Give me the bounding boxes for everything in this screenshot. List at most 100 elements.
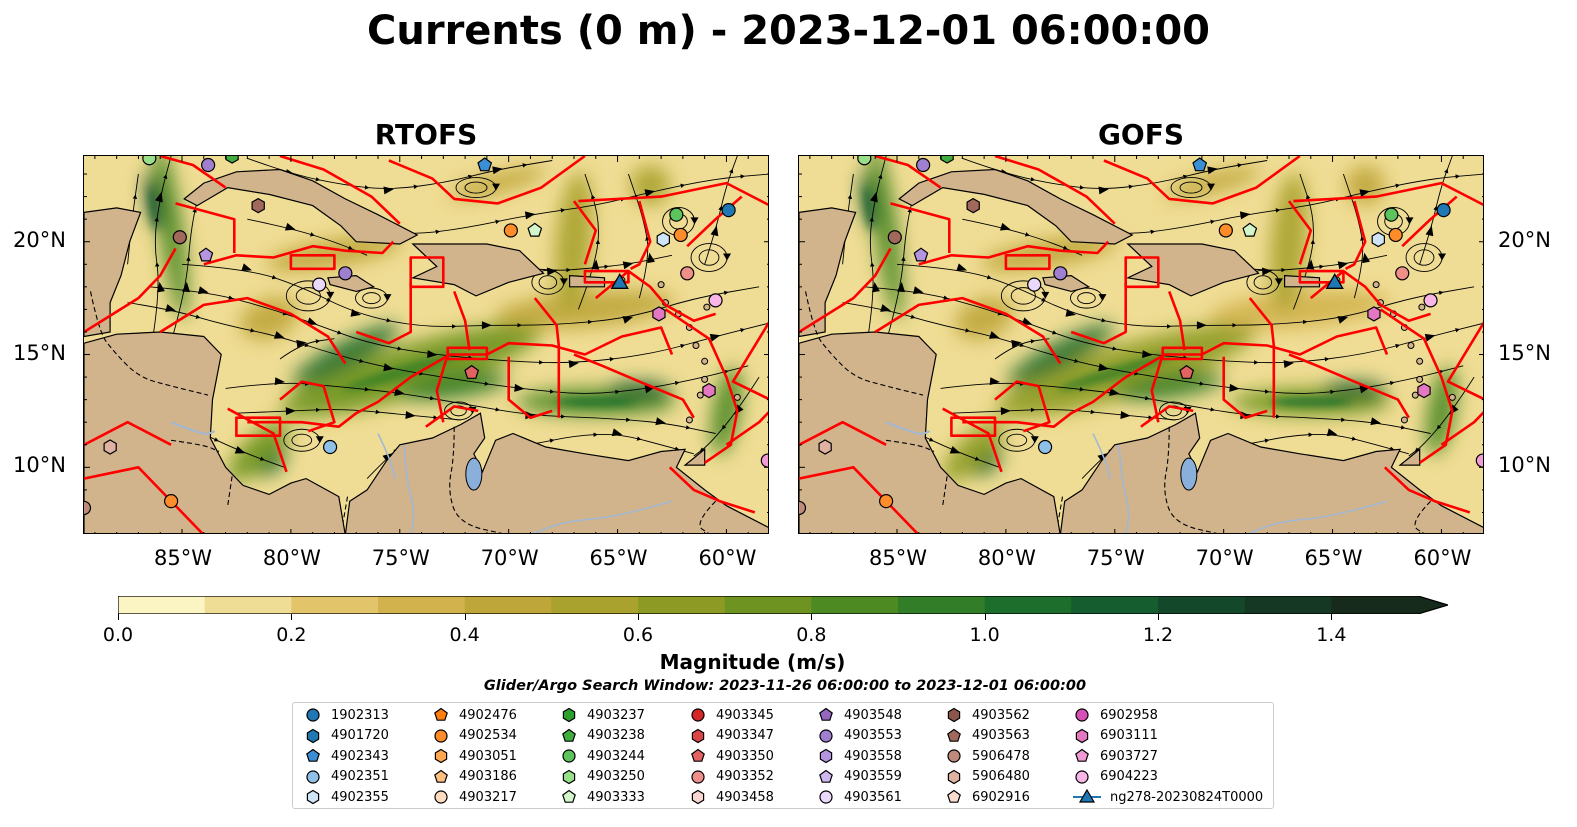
legend-label: 4903458 <box>716 789 774 805</box>
legend-marker <box>1075 769 1089 784</box>
border <box>449 426 503 533</box>
legend-symbol <box>947 707 961 723</box>
eez-boundary <box>1309 269 1431 322</box>
legend-label: 4903186 <box>459 769 517 784</box>
river <box>1118 444 1130 533</box>
legend-marker <box>306 708 320 722</box>
colorbar-tick <box>118 614 119 620</box>
eez-boundary <box>962 326 1389 429</box>
legend-marker <box>306 728 320 743</box>
eddy-streamline <box>295 287 321 305</box>
argo-float-marker <box>702 382 716 399</box>
legend-symbol <box>562 769 576 784</box>
legend-symbol <box>691 748 705 762</box>
eez-boundary <box>159 156 227 189</box>
eez-boundary <box>890 202 951 253</box>
legend-symbol <box>1075 728 1089 743</box>
legend-label: 6902916 <box>972 789 1030 805</box>
stream-arrow <box>655 417 666 426</box>
eez-boundary <box>175 202 236 253</box>
colorbar-tick-label: 0.8 <box>796 624 827 646</box>
border <box>227 476 233 506</box>
island <box>1416 375 1424 383</box>
eez-boundaries <box>84 156 768 533</box>
stream-arrow <box>1239 211 1251 220</box>
stream-arrow <box>1109 388 1120 396</box>
legend-label: 5906478 <box>972 748 1030 764</box>
legend-item: 1902313 <box>303 705 389 725</box>
legend-item: 4902343 <box>303 746 389 766</box>
stream-arrow <box>1362 252 1370 264</box>
legend-marker <box>306 748 320 762</box>
stream-arrow <box>1207 166 1218 175</box>
river <box>403 444 415 533</box>
legend-item: 4902476 <box>431 705 517 725</box>
landmass-trinidad <box>1398 448 1421 466</box>
stream-arrow <box>182 281 191 293</box>
legend-symbol <box>819 790 833 804</box>
island <box>1372 281 1380 289</box>
legend-label: 4903352 <box>716 769 774 784</box>
eez-boundary <box>630 200 652 270</box>
argo-float-marker <box>503 223 518 238</box>
streamline <box>864 286 1483 365</box>
legend-item: 4902534 <box>431 726 517 746</box>
eez-box <box>289 254 336 271</box>
legend-label: 4903217 <box>459 789 517 805</box>
border <box>1414 500 1431 533</box>
eddy-streamline <box>1253 275 1273 290</box>
legend-item: 6902916 <box>944 787 1030 807</box>
colorbar-segment <box>898 596 986 614</box>
argo-float-marker <box>1179 364 1195 379</box>
landmass-trinidad <box>683 448 706 466</box>
argo-float-marker <box>1053 266 1068 281</box>
eez-boundary <box>725 411 768 446</box>
map-canvas <box>799 156 1483 533</box>
island <box>696 391 704 399</box>
eez-boundary <box>1287 200 1313 265</box>
argo-float-marker <box>103 439 117 455</box>
streamline <box>1212 432 1409 455</box>
legend-marker <box>562 769 576 784</box>
island <box>701 357 709 365</box>
colorbar-tick-label: 1.2 <box>1142 624 1174 646</box>
stream-arrow <box>1196 321 1207 330</box>
stream-arrow <box>1306 259 1315 270</box>
stream-arrow <box>285 407 296 416</box>
stream-arrow <box>546 267 558 276</box>
lon-tick-label: 60°W <box>698 546 757 570</box>
legend-label: 6903111 <box>1100 728 1158 743</box>
landmass-hispaniola <box>1125 243 1260 297</box>
argo-float-marker <box>225 156 239 164</box>
stream-arrow <box>525 411 536 420</box>
eez-boundary <box>1140 405 1194 428</box>
eez-boundary <box>1345 200 1367 270</box>
legend-marker <box>1073 788 1101 803</box>
colorbar-title: Magnitude (m/s) <box>659 650 846 674</box>
argo-float-marker <box>527 222 543 237</box>
stream-arrow <box>622 316 634 324</box>
eez-boundary <box>1293 181 1483 207</box>
landmass-centralAm <box>84 331 346 533</box>
legend-item: 4903562 <box>944 705 1030 725</box>
legend-label: 4903561 <box>844 789 902 805</box>
eez-boundary <box>594 269 716 322</box>
legend-item: 6903111 <box>1072 726 1158 746</box>
legend-symbol <box>1075 769 1089 784</box>
river <box>1092 433 1112 479</box>
legend-label: 6904223 <box>1100 769 1158 784</box>
frame-ticks <box>799 156 1483 533</box>
stream-arrow <box>897 281 906 293</box>
stream-arrow <box>1120 410 1131 419</box>
legend-symbol <box>562 728 576 742</box>
map-panel-rtofs <box>83 155 769 534</box>
eez-boundary <box>874 296 1062 365</box>
legend-marker <box>819 707 833 721</box>
argo-float-marker <box>1417 382 1431 399</box>
river <box>533 500 673 533</box>
legend-symbol <box>819 769 833 783</box>
legend-item: 6902958 <box>1072 705 1158 725</box>
stream-arrow <box>1425 225 1434 237</box>
argo-float-marker <box>708 293 723 308</box>
stream-arrow <box>1370 417 1381 426</box>
